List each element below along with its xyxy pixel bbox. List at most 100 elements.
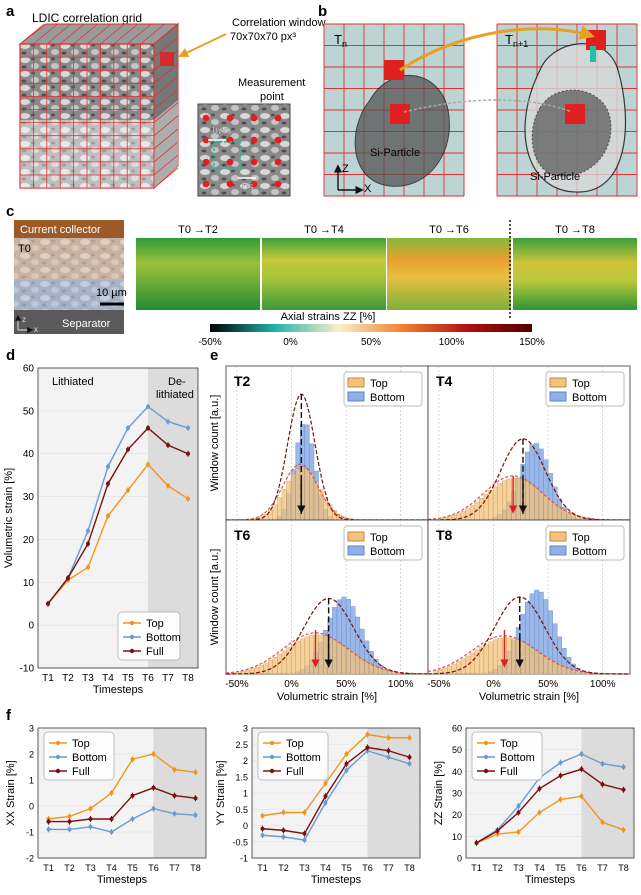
x-tick-label: T2: [62, 673, 74, 684]
legend-label: Full: [286, 766, 304, 778]
bar-top: [469, 505, 475, 521]
data-point: [46, 601, 50, 606]
bar-top: [350, 651, 356, 675]
bar-top: [506, 478, 512, 521]
series-line-bottom: [48, 807, 196, 833]
tn1-label: Tn+1: [505, 32, 528, 49]
ldic-cube: [18, 22, 180, 190]
x-tick-label: T3: [85, 863, 96, 873]
t0-label: T0: [18, 243, 31, 255]
y-tick-label: 2.5: [235, 740, 248, 750]
data-point: [86, 565, 90, 570]
legend-swatch-top: [347, 531, 365, 542]
data-point: [172, 767, 177, 772]
data-point: [558, 760, 563, 765]
y-tick-label: 30: [23, 492, 35, 503]
bar-top: [479, 498, 485, 521]
data-point: [558, 797, 563, 802]
histogram-title: T4: [436, 373, 453, 389]
correlation-window-label: Correlation window: [232, 17, 326, 29]
bar-top: [456, 661, 462, 675]
x-tick-label: T3: [513, 863, 524, 873]
data-point: [88, 817, 93, 821]
data-point: [516, 830, 521, 834]
x-tick-label: T4: [534, 863, 545, 873]
bar-top: [304, 636, 310, 675]
bar-top: [290, 473, 296, 521]
colorbar-tick: 100%: [439, 337, 465, 348]
bar-top: [304, 468, 310, 521]
y-tick-label: 3: [243, 724, 248, 734]
data-point: [365, 748, 370, 753]
strain-map-title: T0 →T2: [178, 224, 218, 236]
data-point: [146, 404, 150, 409]
legend-marker: [483, 768, 489, 774]
x-tick-label: 100%: [388, 679, 414, 690]
x-axis-label: Timesteps: [525, 874, 576, 886]
hws-label: hws: [212, 125, 232, 137]
y-axis-label: YY Strain [%]: [215, 760, 227, 825]
data-point: [281, 834, 286, 839]
y-tick-label: 20: [23, 535, 35, 546]
bar-top: [524, 644, 530, 675]
bar-top: [465, 655, 471, 675]
c-axis-x: x: [34, 325, 38, 334]
data-point: [193, 813, 198, 818]
bar-top: [469, 652, 475, 675]
panel-label-c: c: [6, 203, 14, 220]
data-point: [146, 462, 150, 467]
data-point: [365, 732, 370, 737]
y-tick-label: -1: [26, 828, 34, 838]
bar-top: [543, 655, 549, 675]
y-tick-label: 3: [29, 724, 34, 734]
data-point: [46, 819, 51, 824]
bar-top: [492, 639, 498, 675]
x-tick-label: T8: [618, 863, 629, 873]
bar-top: [295, 468, 301, 521]
legend-swatch-top: [549, 531, 567, 542]
bar-top: [300, 638, 306, 675]
series-line-full: [476, 768, 624, 844]
data-point: [302, 838, 307, 843]
series-line-bottom: [476, 753, 624, 844]
bar-top: [272, 504, 278, 521]
measurement-point-label: Measurement: [238, 77, 305, 89]
legend-marker: [55, 754, 61, 760]
current-collector-label: Current collector: [20, 224, 101, 236]
bar-top: [515, 477, 521, 521]
legend-label: Top: [370, 378, 388, 390]
legend-marker: [129, 634, 135, 640]
y-tick-label: -2: [26, 854, 34, 864]
data-point: [600, 761, 605, 766]
axis-zx: [333, 164, 364, 195]
colorbar-tick: 150%: [519, 337, 545, 348]
y-tick-label: 2: [243, 756, 248, 766]
legend-box: [257, 731, 329, 781]
data-point: [172, 811, 177, 816]
data-point: [186, 451, 190, 456]
colorbar-tick: 50%: [361, 337, 381, 348]
fit-curve: [428, 438, 629, 521]
data-point: [130, 757, 135, 762]
legend-label: Top: [370, 532, 388, 544]
data-point: [495, 828, 500, 833]
legend-label: Bottom: [286, 752, 321, 764]
data-point: [260, 833, 265, 838]
series-line-top: [262, 733, 410, 817]
fit-curve: [225, 632, 427, 675]
si-particle-label-left: Si-Particle: [370, 147, 420, 159]
legend-marker: [269, 740, 275, 746]
strain-map: [387, 238, 511, 310]
x-tick-label: T2: [278, 863, 289, 873]
bar-top: [286, 480, 292, 521]
y-tick-label: 1: [29, 776, 34, 786]
bar-top: [497, 483, 503, 521]
y-tick-label: 0: [243, 821, 248, 831]
data-point: [130, 793, 135, 798]
x-tick-label: T3: [82, 673, 94, 684]
series-line-full: [47, 427, 189, 605]
bar-top: [465, 508, 471, 521]
data-point: [558, 773, 563, 778]
bar-top: [497, 638, 503, 675]
x-tick-label: T3: [299, 863, 310, 873]
